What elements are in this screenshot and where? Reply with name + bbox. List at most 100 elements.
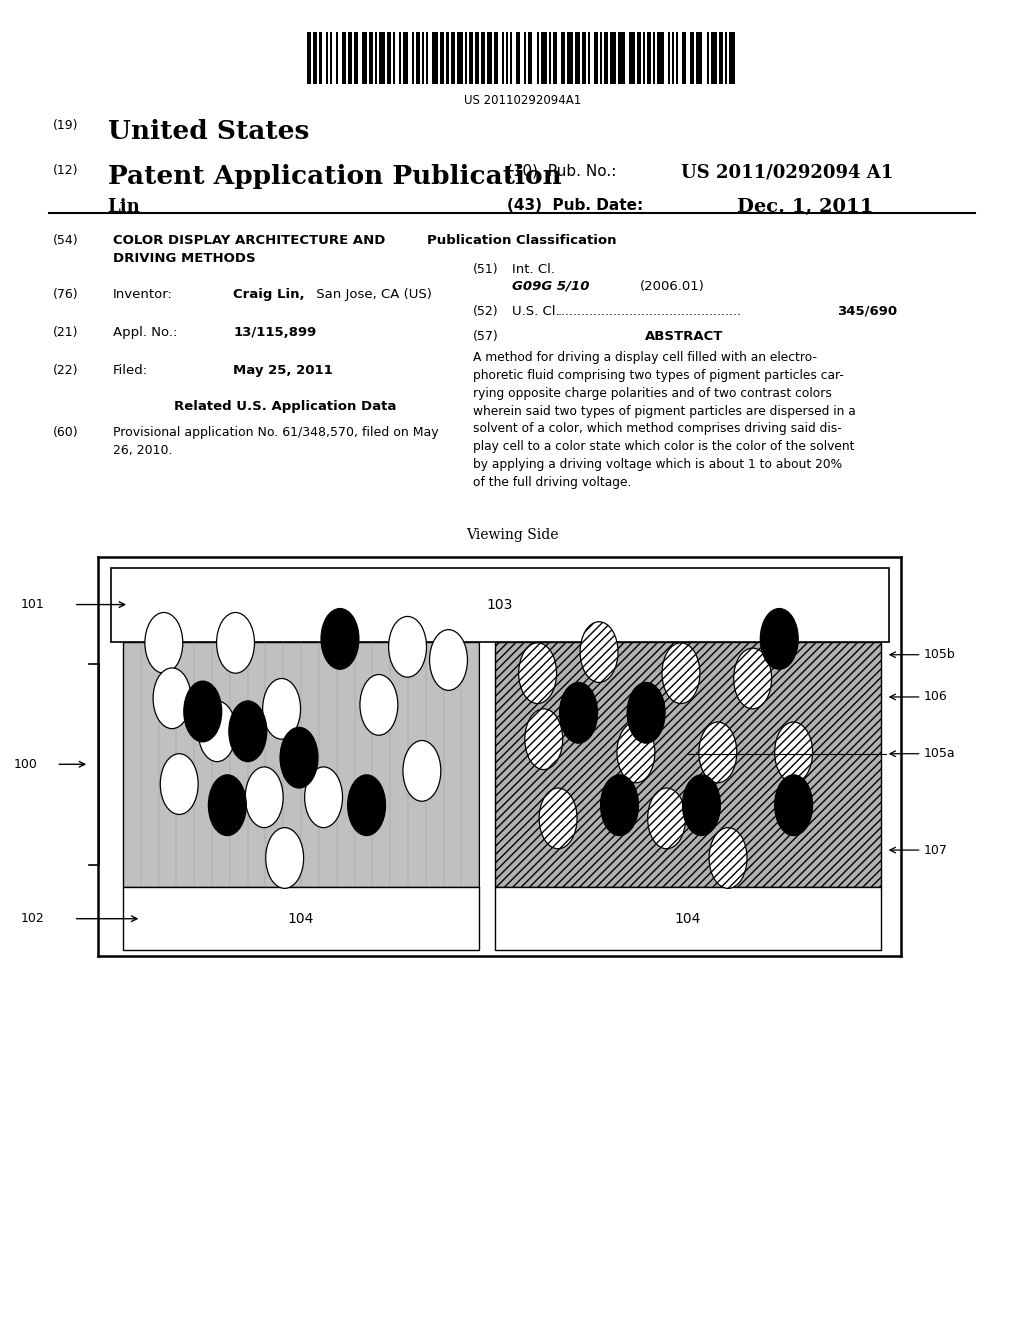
Bar (362, 32, 367, 84)
Ellipse shape (160, 754, 199, 814)
Bar (719, 32, 723, 84)
Bar (696, 32, 702, 84)
Text: (12): (12) (53, 164, 79, 177)
Ellipse shape (760, 609, 799, 669)
Bar (475, 32, 479, 84)
Text: 104: 104 (288, 912, 314, 925)
Text: (57): (57) (473, 330, 499, 343)
Bar (561, 32, 565, 84)
Ellipse shape (663, 643, 700, 704)
Bar (487, 32, 492, 84)
Ellipse shape (559, 682, 597, 743)
Text: 345/690: 345/690 (837, 305, 897, 318)
Ellipse shape (246, 767, 283, 828)
Text: A method for driving a display cell filled with an electro-: A method for driving a display cell fill… (473, 351, 817, 364)
Bar (426, 32, 428, 84)
Ellipse shape (321, 609, 358, 669)
Bar (516, 32, 520, 84)
Bar (451, 32, 455, 84)
Text: (2006.01): (2006.01) (640, 280, 705, 293)
Bar (725, 32, 727, 84)
Ellipse shape (648, 788, 686, 849)
Ellipse shape (683, 775, 721, 836)
Bar (403, 32, 408, 84)
Text: United States: United States (108, 119, 309, 144)
Text: 103: 103 (486, 598, 513, 611)
Ellipse shape (184, 681, 222, 742)
Bar (465, 32, 467, 84)
Text: rying opposite charge polarities and of two contrast colors: rying opposite charge polarities and of … (473, 387, 831, 400)
Text: (52): (52) (473, 305, 499, 318)
Ellipse shape (525, 709, 563, 770)
Bar (123, 887, 479, 950)
Ellipse shape (539, 788, 577, 849)
Text: ..............................................: ........................................… (558, 305, 742, 318)
Text: DRIVING METHODS: DRIVING METHODS (113, 252, 255, 265)
Bar (588, 32, 590, 84)
Ellipse shape (229, 701, 266, 762)
Ellipse shape (217, 612, 254, 673)
Ellipse shape (774, 722, 812, 783)
Text: Appl. No.:: Appl. No.: (113, 326, 177, 339)
Bar (528, 32, 532, 84)
Text: Patent Application Publication: Patent Application Publication (108, 164, 561, 189)
Text: 104: 104 (675, 912, 700, 925)
Bar (379, 32, 385, 84)
Bar (711, 32, 717, 84)
Text: (43)  Pub. Date:: (43) Pub. Date: (507, 198, 643, 213)
Text: 107: 107 (924, 843, 947, 857)
Ellipse shape (518, 643, 557, 704)
Ellipse shape (430, 630, 467, 690)
Text: (19): (19) (53, 119, 79, 132)
Bar (416, 32, 420, 84)
Text: solvent of a color, which method comprises driving said dis-: solvent of a color, which method compris… (473, 422, 842, 436)
Bar (707, 32, 709, 84)
Bar (313, 32, 317, 84)
Text: Dec. 1, 2011: Dec. 1, 2011 (737, 198, 873, 216)
Text: by applying a driving voltage which is about 1 to about 20%: by applying a driving voltage which is a… (473, 458, 842, 471)
Text: play cell to a color state which color is the color of the solvent: play cell to a color state which color i… (473, 441, 855, 453)
Bar (690, 32, 694, 84)
Bar (336, 32, 338, 84)
Bar (506, 32, 508, 84)
Text: of the full driving voltage.: of the full driving voltage. (473, 477, 632, 488)
Text: 101: 101 (20, 598, 44, 611)
Text: COLOR DISPLAY ARCHITECTURE AND: COLOR DISPLAY ARCHITECTURE AND (113, 234, 385, 247)
Bar (604, 32, 608, 84)
Bar (524, 32, 526, 84)
Ellipse shape (774, 775, 812, 836)
Ellipse shape (280, 727, 317, 788)
Text: 106: 106 (924, 690, 947, 704)
Text: Lin: Lin (108, 198, 140, 216)
Bar (582, 32, 586, 84)
Ellipse shape (199, 701, 236, 762)
Bar (494, 32, 498, 84)
Bar (123, 642, 479, 887)
Bar (457, 32, 463, 84)
Ellipse shape (627, 682, 666, 743)
Bar (676, 32, 678, 84)
Bar (549, 32, 551, 84)
Ellipse shape (616, 722, 655, 783)
Bar (326, 32, 328, 84)
Text: ABSTRACT: ABSTRACT (645, 330, 723, 343)
Text: (54): (54) (53, 234, 79, 247)
Text: G09G 5/10: G09G 5/10 (512, 280, 590, 293)
Bar (600, 32, 602, 84)
Text: Inventor:: Inventor: (113, 288, 172, 301)
Ellipse shape (347, 775, 385, 836)
Bar (412, 32, 414, 84)
Bar (387, 32, 391, 84)
Text: (76): (76) (53, 288, 79, 301)
Text: (51): (51) (473, 263, 499, 276)
Ellipse shape (266, 828, 304, 888)
Bar (422, 32, 424, 84)
Text: 26, 2010.: 26, 2010. (113, 444, 172, 457)
Bar (618, 32, 625, 84)
Bar (307, 32, 311, 84)
Bar (682, 32, 686, 84)
Bar (610, 32, 616, 84)
Ellipse shape (262, 678, 301, 739)
Ellipse shape (145, 612, 182, 673)
Bar (729, 32, 735, 84)
